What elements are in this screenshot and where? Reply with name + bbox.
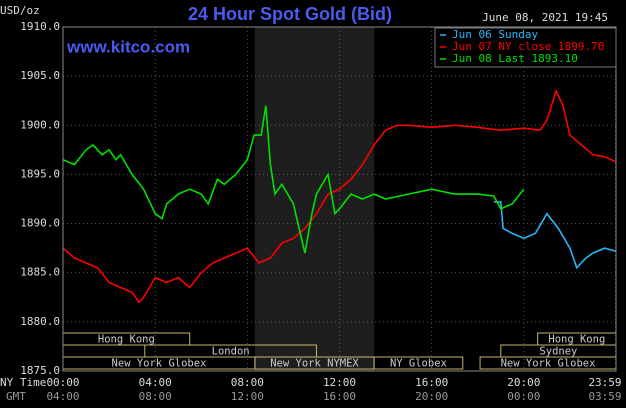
y-axis-label: USD/oz	[0, 4, 40, 17]
chart-title: 24 Hour Spot Gold (Bid)	[188, 4, 392, 24]
session-label: New York NYMEX	[270, 358, 359, 370]
session-label: London	[212, 346, 250, 358]
x-tick-label: 16:00	[415, 376, 448, 389]
legend-entry: Jun 08 Last 1893.10	[452, 52, 578, 65]
series-line	[62, 105, 525, 254]
session-label: Hong Kong	[548, 334, 605, 346]
legend-entry: Jun 06 Sunday	[452, 28, 538, 41]
x2-tick-label: 04:00	[46, 390, 79, 403]
session-label: Sydney	[539, 346, 577, 358]
y-tick-label: 1905.0	[20, 69, 60, 82]
x2-tick-label: 00:00	[507, 390, 540, 403]
series-line	[493, 201, 616, 270]
x2-axis-label: GMT	[6, 390, 26, 403]
x-tick-label: 23:59	[588, 376, 621, 389]
x2-tick-label: 08:00	[139, 390, 172, 403]
x2-tick-label: 20:00	[415, 390, 448, 403]
legend-entry: Jun 07 NY close 1899.70	[452, 40, 604, 53]
session-label: New York Globex	[112, 358, 207, 370]
session-label: Hong Kong	[98, 334, 155, 346]
y-tick-label: 1910.0	[20, 20, 60, 33]
x2-tick-label: 16:00	[323, 390, 356, 403]
legend-box	[434, 27, 617, 68]
x-tick-label: 20:00	[507, 376, 540, 389]
y-tick-label: 1895.0	[20, 167, 60, 180]
x-tick-label: 04:00	[139, 376, 172, 389]
x-axis-label: NY Time	[0, 376, 46, 389]
y-tick-label: 1885.0	[20, 266, 60, 279]
y-tick-label: 1900.0	[20, 118, 60, 131]
session-box	[373, 356, 464, 370]
shaded-session	[254, 27, 375, 371]
y-tick-label: 1880.0	[20, 315, 60, 328]
session-label: NY Globex	[390, 358, 447, 370]
x2-tick-label: 12:00	[231, 390, 264, 403]
website: www.kitco.com	[66, 37, 190, 56]
y-tick-label: 1890.0	[20, 217, 60, 230]
x2-tick-label: 03:59	[588, 390, 621, 403]
plot-border	[62, 26, 617, 372]
y-tick-label: 1875.0	[20, 364, 60, 377]
session-label: New York Globex	[501, 358, 596, 370]
timestamp: June 08, 2021 19:45	[482, 11, 608, 24]
x-tick-label: 00:00	[46, 376, 79, 389]
x-tick-label: 12:00	[323, 376, 356, 389]
x-tick-label: 08:00	[231, 376, 264, 389]
